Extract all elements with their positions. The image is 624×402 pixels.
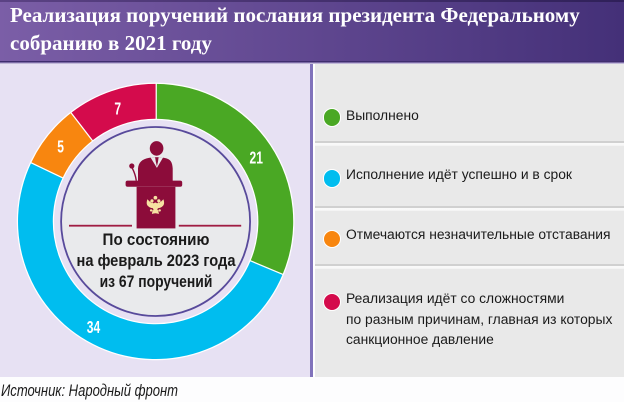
svg-text:34: 34 [87,318,101,338]
svg-text:7: 7 [114,99,121,119]
svg-text:5: 5 [57,137,64,157]
svg-text:21: 21 [249,148,263,168]
